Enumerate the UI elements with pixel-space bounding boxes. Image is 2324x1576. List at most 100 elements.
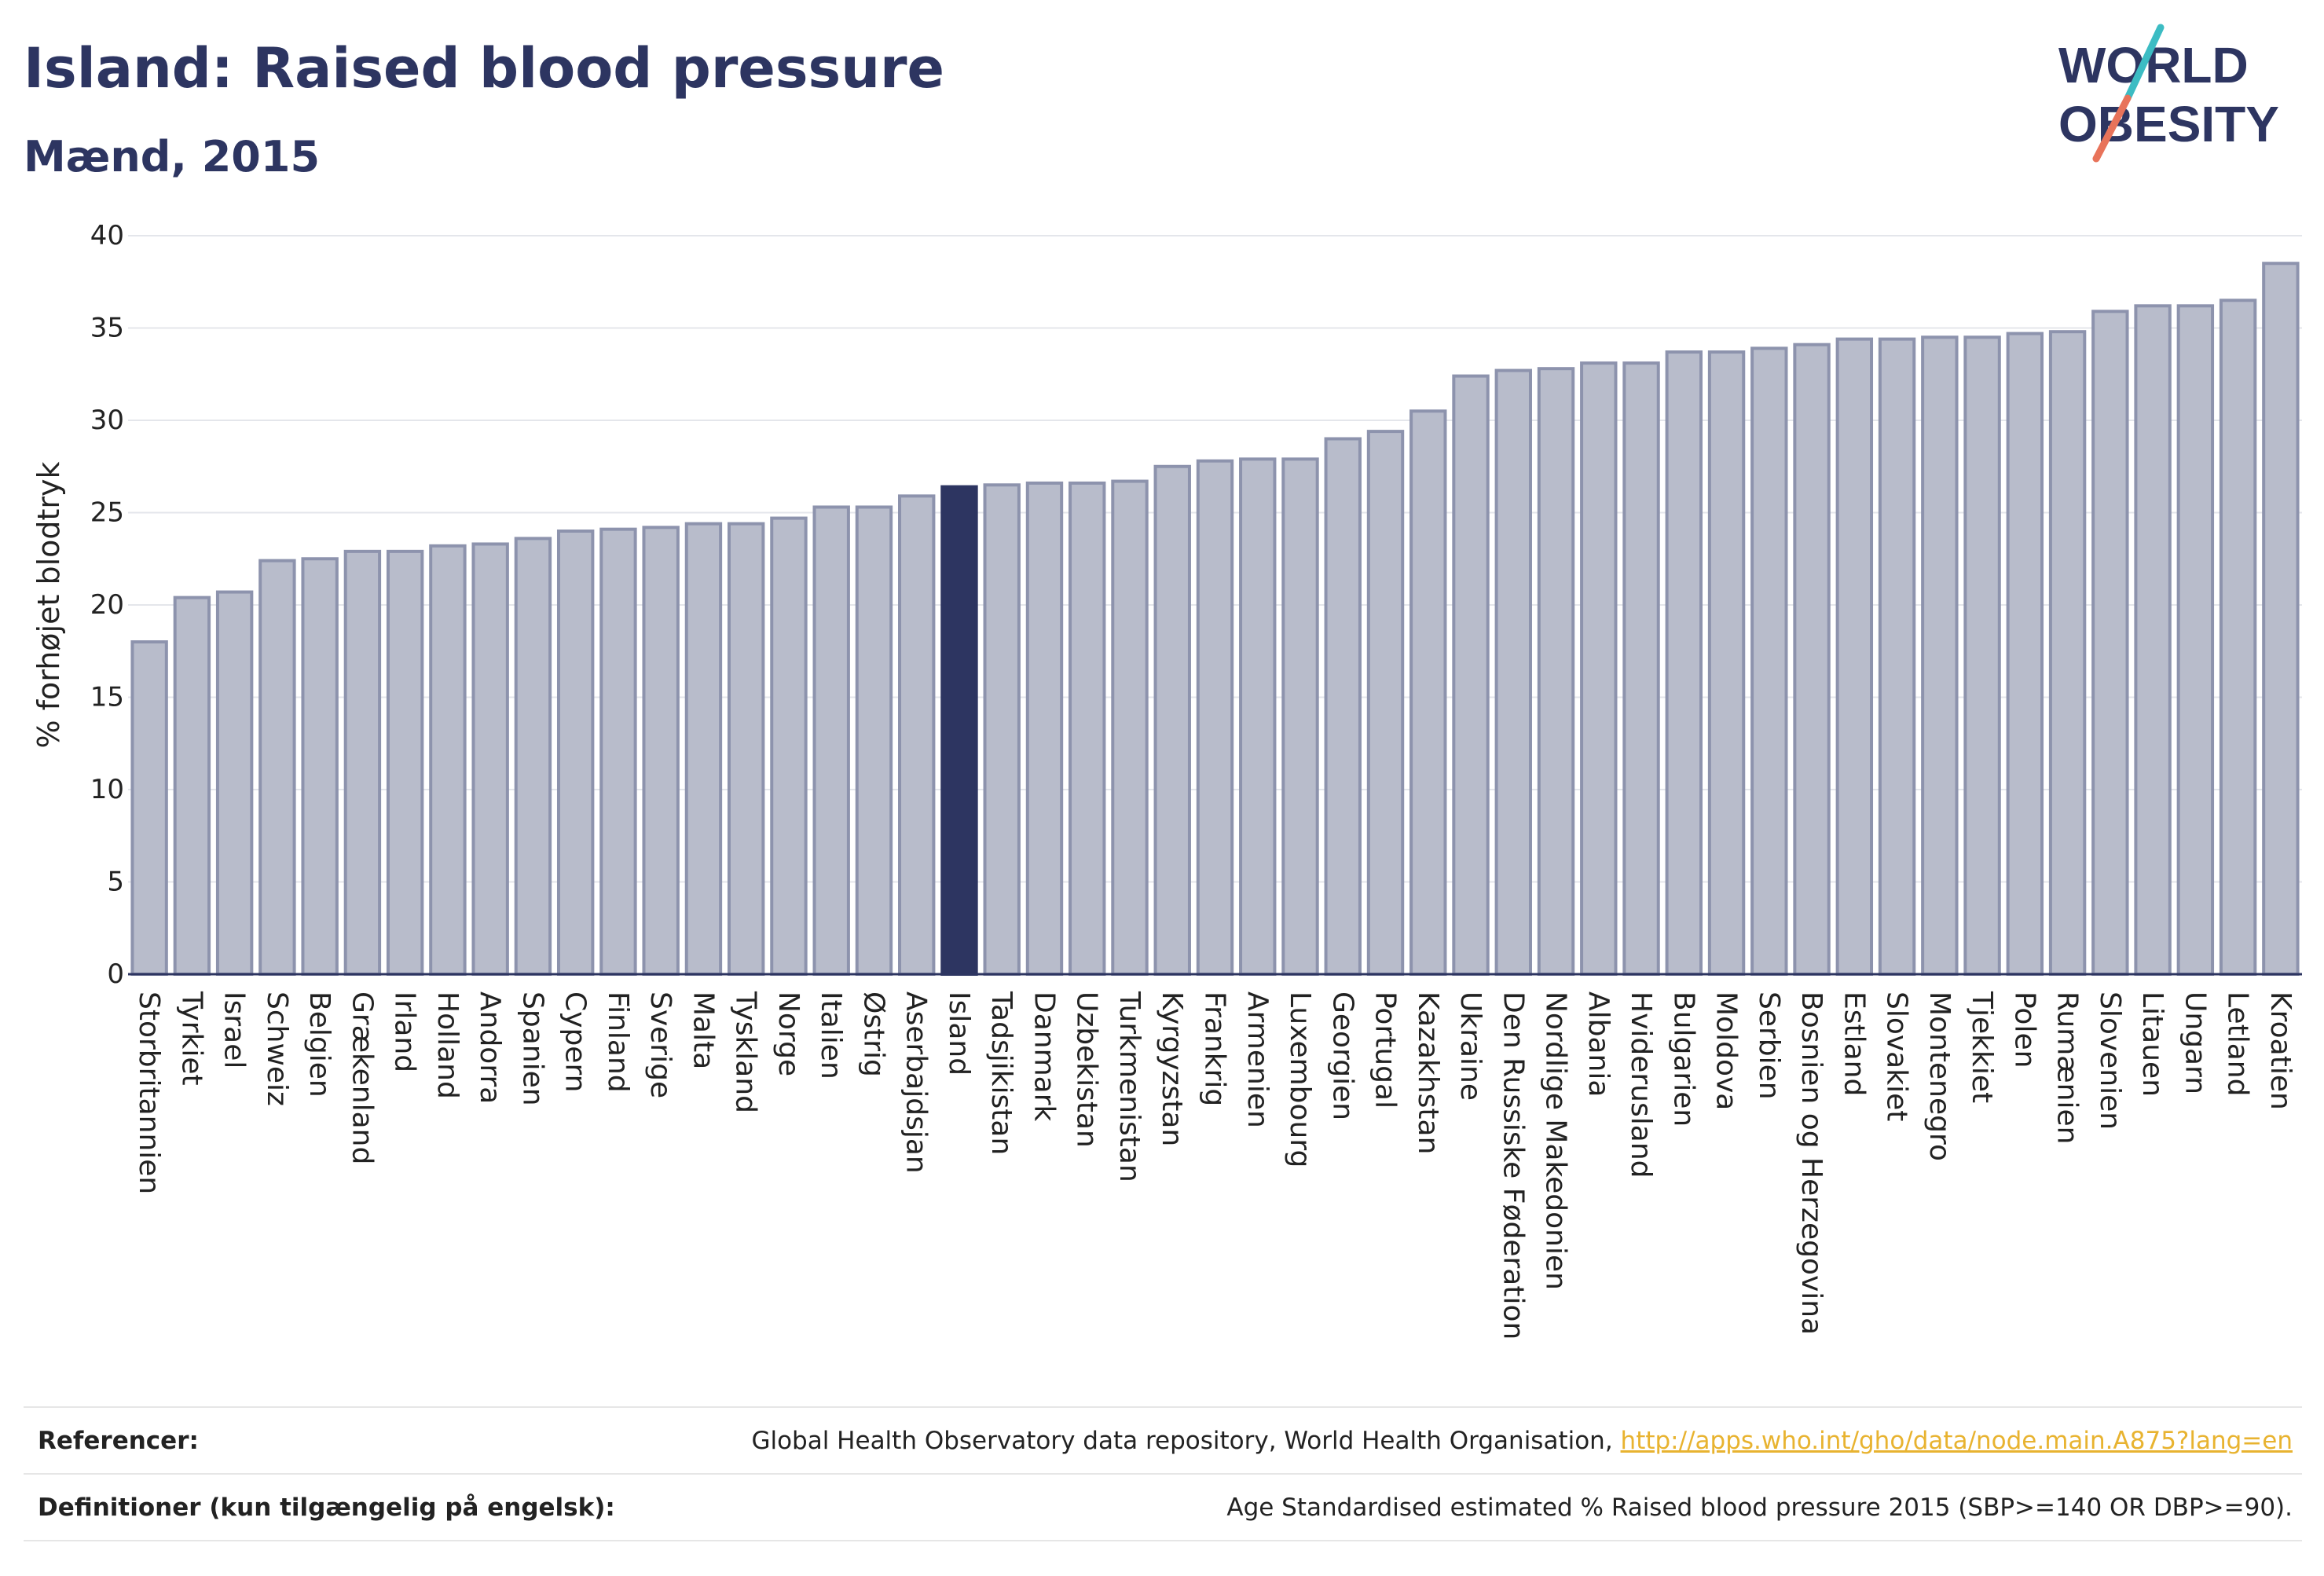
x-tick-label: Litauen [2136, 991, 2168, 1097]
bar [215, 590, 254, 976]
x-tick-label: Tadsjikistan [985, 991, 1017, 1155]
bar [1750, 346, 1788, 977]
x-tick-label: Storbritannien [133, 991, 165, 1194]
x-tick-label: Bosnien og Herzegovina [1795, 991, 1827, 1335]
bar [684, 522, 723, 976]
x-tick-label: Armenien [1241, 991, 1274, 1128]
bar [1963, 335, 2001, 976]
x-tick-label: Irland [389, 991, 421, 1072]
x-tick-label: Moldova [1710, 991, 1743, 1110]
bar [130, 640, 168, 976]
bar [1366, 430, 1405, 976]
references-link[interactable]: http://apps.who.int/gho/data/node.main.A… [1620, 1427, 2293, 1455]
references-label: Referencer: [38, 1427, 199, 1455]
x-tick-label: Albania [1582, 991, 1615, 1097]
chart-subtitle: Mænd, 2015 [24, 132, 321, 181]
x-tick-label: Kyrgyzstan [1156, 991, 1188, 1146]
bar [727, 522, 765, 976]
x-tick-label: Rumænien [2051, 991, 2084, 1144]
bar [1537, 367, 1575, 976]
bar [1324, 437, 1362, 976]
bar-highlighted [940, 485, 978, 976]
x-tick-label: Georgien [1326, 991, 1358, 1120]
x-tick-label: Tyrkiet [175, 991, 207, 1086]
x-tick-label: Estland [1838, 991, 1870, 1096]
bar [898, 494, 936, 976]
bar [1665, 350, 1703, 976]
x-tick-label: Portugal [1369, 991, 1402, 1109]
x-tick-label: Slovakiet [1881, 991, 1913, 1121]
bar [2176, 304, 2215, 976]
x-tick-label: Belgien [303, 991, 335, 1098]
x-tick-label: Island [943, 991, 975, 1076]
x-tick-label: Den Russiske Føderation [1497, 991, 1529, 1340]
x-tick-label: Bulgarien [1667, 991, 1699, 1127]
bar [642, 526, 680, 976]
y-tick-label: 15 [90, 682, 124, 713]
bar [599, 527, 637, 976]
bar [301, 557, 339, 976]
x-tick-label: Schweiz [261, 991, 293, 1106]
bar [1239, 457, 1277, 976]
logo-line2: OBESITY [2058, 96, 2279, 152]
bar [1025, 481, 1064, 976]
bar [343, 549, 382, 976]
bar [1069, 481, 1106, 976]
x-tick-label: Hviderusland [1625, 991, 1657, 1178]
bar [1196, 459, 1234, 976]
y-tick-label: 25 [90, 497, 124, 529]
references-row: Referencer: Global Health Observatory da… [24, 1409, 2302, 1473]
x-tick-label: Ungarn [2179, 991, 2211, 1094]
bar [855, 505, 893, 976]
definitions-row: Definitioner (kun tilgængelig på engelsk… [24, 1475, 2302, 1540]
bar [514, 537, 552, 976]
y-tick-label: 40 [90, 220, 124, 251]
references-text: Global Health Observatory data repositor… [751, 1427, 1621, 1455]
x-tick-label: Serbien [1753, 991, 1785, 1100]
x-tick-label: Kazakhstan [1412, 991, 1444, 1154]
y-tick-label: 10 [90, 774, 124, 805]
references-value: Global Health Observatory data repositor… [751, 1427, 2302, 1455]
bar [1281, 457, 1319, 976]
bar [2048, 330, 2087, 976]
bar [471, 542, 509, 976]
bar [429, 544, 467, 976]
y-axis-title: % forhøjet blodtryk [31, 461, 66, 748]
y-tick-label: 20 [90, 589, 124, 621]
bar [1835, 337, 1874, 977]
x-tick-label: Holland [431, 991, 464, 1099]
bar [1409, 409, 1447, 976]
bar [2006, 332, 2044, 976]
footer-divider-bottom [24, 1540, 2302, 1541]
bar [386, 549, 424, 976]
bar [1707, 350, 1746, 976]
bar [173, 596, 211, 976]
bar [1878, 337, 1916, 977]
bar [1452, 374, 1490, 977]
x-tick-label: Nordlige Makedonien [1540, 991, 1572, 1290]
bar [1153, 464, 1191, 976]
x-tick-label: Cypern [559, 991, 592, 1092]
bar [770, 516, 808, 976]
bar [2262, 262, 2300, 976]
logo-teal-slash [2124, 24, 2165, 102]
bar [1622, 361, 1660, 976]
x-tick-label: Malta [687, 991, 719, 1069]
footer-divider-middle [24, 1473, 2302, 1475]
x-tick-label: Danmark [1028, 991, 1060, 1122]
y-tick-label: 5 [107, 867, 124, 898]
bar [812, 505, 850, 976]
bar [2134, 304, 2172, 976]
x-tick-label: Ukraine [1454, 991, 1486, 1101]
bar [1793, 343, 1831, 976]
x-tick-label: Luxembourg [1284, 991, 1316, 1167]
x-tick-label: Tyskland [730, 991, 762, 1113]
x-tick-label: Finland [602, 991, 634, 1093]
x-tick-label: Grækenland [346, 991, 378, 1164]
definitions-value: Age Standardised estimated % Raised bloo… [1226, 1494, 2293, 1522]
bar-chart: 0 5 10 15 20 25 30 35 40 % forhøjet blodtryk Storb… [31, 220, 2302, 1340]
x-tick-label: Østrig [857, 991, 889, 1077]
bar [2091, 310, 2129, 977]
x-tick-label: Israel [218, 991, 251, 1068]
bar [258, 559, 296, 976]
